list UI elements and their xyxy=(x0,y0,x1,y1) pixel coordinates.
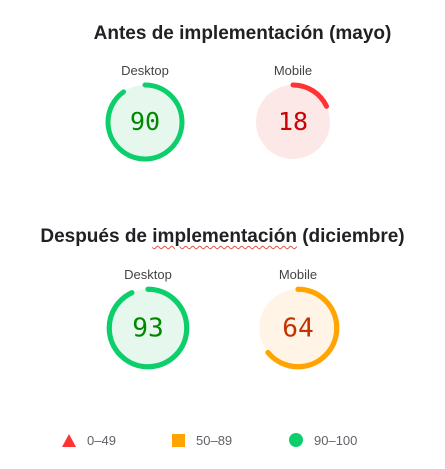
gauge-after-mobile: Mobile 64 xyxy=(238,266,358,372)
score-gauge: 93 xyxy=(106,286,190,370)
gauge-score: 64 xyxy=(282,314,314,344)
gauge-score: 90 xyxy=(130,107,160,136)
gauge-arc xyxy=(256,286,340,370)
legend-item-pass: 90–100 xyxy=(289,430,357,450)
legend-range: 0–49 xyxy=(87,432,116,448)
gauge-background xyxy=(259,289,337,367)
gauge-background xyxy=(108,85,182,159)
score-legend: 0–49 50–89 90–100 xyxy=(0,430,445,450)
title-after-prefix: Después de xyxy=(40,226,153,247)
legend-item-average: 50–89 xyxy=(172,430,232,450)
legend-item-fail: 0–49 xyxy=(62,430,116,450)
section-title-after: Después de implementación (diciembre) xyxy=(0,226,445,248)
gauge-arc xyxy=(105,82,185,162)
title-before-text: Antes de implementación (mayo) xyxy=(93,23,392,44)
gauge-arc xyxy=(106,286,190,370)
gauge-score: 18 xyxy=(278,107,308,136)
circle-icon xyxy=(289,433,303,447)
title-after-suffix: (diciembre) xyxy=(296,226,405,247)
gauge-arc xyxy=(253,82,333,162)
gauge-before-desktop: Desktop 90 xyxy=(85,62,205,164)
gauge-background xyxy=(109,289,187,367)
square-icon xyxy=(172,433,185,447)
score-gauge: 18 xyxy=(253,82,333,162)
gauge-label: Desktop xyxy=(124,267,172,282)
gauge-label: Mobile xyxy=(278,267,318,282)
score-gauge: 90 xyxy=(105,82,185,162)
gauge-score: 93 xyxy=(132,314,164,344)
gauge-before-mobile: Mobile 18 xyxy=(233,62,353,164)
legend-range: 50–89 xyxy=(196,432,233,448)
gauge-label: Desktop xyxy=(121,63,169,78)
gauge-after-desktop: Desktop 93 xyxy=(88,266,208,372)
triangle-icon xyxy=(62,433,76,447)
section-title-before: Antes de implementación (mayo) xyxy=(20,23,445,45)
gauge-label: Mobile xyxy=(273,63,313,78)
title-after-underlined: implementación xyxy=(152,226,297,247)
gauge-background xyxy=(256,85,330,159)
score-gauge: 64 xyxy=(256,286,340,370)
legend-range: 90–100 xyxy=(314,432,358,448)
